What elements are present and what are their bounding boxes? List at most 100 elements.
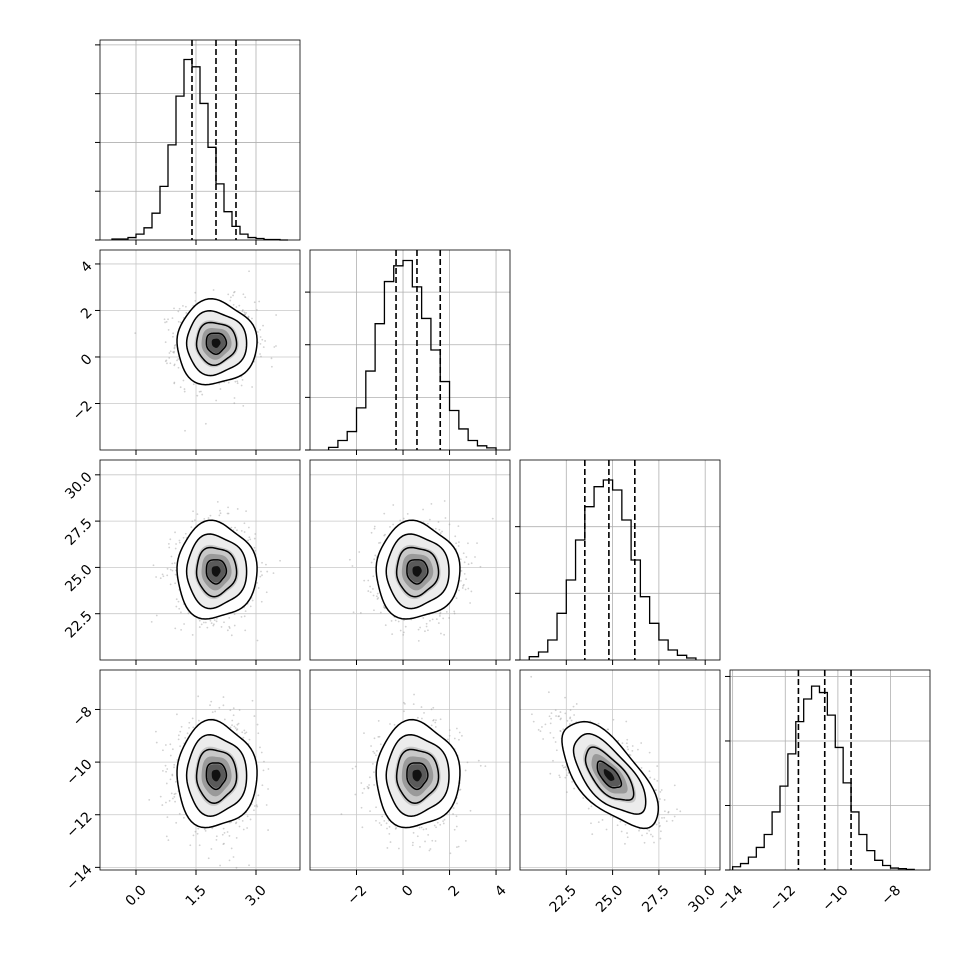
scatter-point	[253, 805, 256, 807]
scatter-point	[273, 346, 276, 348]
scatter-point	[373, 752, 376, 755]
scatter-point	[428, 849, 431, 852]
scatter-point	[256, 723, 259, 726]
scatter-point	[209, 514, 212, 517]
scatter-point	[443, 633, 446, 636]
scatter-point	[376, 598, 379, 600]
scatter-point	[234, 727, 237, 729]
scatter-point	[378, 542, 380, 544]
scatter-point	[259, 746, 261, 749]
scatter-point	[233, 402, 236, 405]
scatter-point	[242, 404, 245, 407]
panel-frame	[99, 459, 301, 661]
scatter-point	[262, 769, 265, 772]
scatter-point	[453, 612, 456, 615]
scatter-point	[192, 834, 195, 837]
contour-line	[176, 298, 258, 386]
scatter-point	[167, 328, 170, 331]
scatter-point	[376, 749, 378, 752]
scatter-point	[171, 748, 174, 751]
scatter-point	[229, 726, 232, 729]
scatter-point	[253, 537, 256, 540]
scatter-point	[197, 827, 200, 830]
scatter-point	[457, 545, 460, 547]
scatter-point	[155, 730, 157, 733]
scatter-point	[537, 728, 540, 731]
scatter-point	[457, 525, 460, 528]
scatter-point	[226, 629, 229, 632]
contour-line	[406, 762, 429, 791]
scatter-point	[213, 619, 216, 622]
scatter-point	[134, 332, 137, 335]
scatter-point	[204, 621, 207, 624]
scatter-point	[174, 531, 176, 534]
scatter-point	[358, 551, 361, 553]
panel-p2-p4	[310, 670, 510, 870]
scatter-point	[452, 813, 454, 815]
scatter-point	[389, 841, 392, 843]
scatter-point	[402, 701, 405, 704]
scatter-point	[178, 607, 181, 610]
scatter-point	[394, 827, 397, 830]
scatter-point	[359, 612, 362, 614]
scatter-point	[479, 764, 482, 767]
scatter-point	[424, 630, 426, 633]
scatter-point	[425, 828, 428, 830]
density-fill	[211, 769, 221, 782]
scatter-point	[402, 517, 405, 520]
histogram-p3	[528, 479, 697, 660]
scatter-point	[420, 706, 423, 708]
scatter-point	[230, 847, 233, 850]
scatter-point	[465, 578, 468, 581]
scatter-point	[248, 270, 250, 273]
scatter-point	[211, 711, 214, 714]
scatter-point	[233, 613, 236, 616]
scatter-point	[406, 512, 409, 515]
scatter-point	[249, 605, 252, 608]
scatter-point	[169, 583, 172, 586]
scatter-point	[171, 774, 174, 777]
scatter-point	[253, 715, 256, 717]
scatter-point	[174, 627, 177, 630]
scatter-point	[470, 590, 473, 593]
scatter-point	[590, 805, 593, 808]
scatter-point	[560, 717, 562, 720]
scatter-point	[169, 743, 172, 746]
scatter-point	[171, 562, 174, 565]
scatter-point	[246, 815, 249, 818]
scatter-point	[640, 742, 643, 744]
scatter-point	[179, 745, 182, 748]
scatter-point	[235, 729, 238, 731]
scatter-point	[228, 627, 231, 629]
scatter-point	[440, 632, 442, 635]
scatter-point	[173, 763, 176, 766]
scatter-point	[189, 844, 192, 847]
scatter-point	[667, 811, 670, 814]
scatter-point	[227, 506, 229, 509]
scatter-point	[467, 542, 469, 545]
scatter-point	[155, 741, 158, 744]
scatter-point	[390, 620, 393, 622]
scatter-point	[659, 791, 662, 793]
scatter-point	[227, 293, 230, 296]
scatter-point	[231, 724, 233, 727]
scatter-point	[148, 798, 151, 801]
scatter-point	[402, 631, 405, 634]
scatter-point	[443, 818, 446, 821]
scatter-point	[230, 634, 233, 637]
scatter-point	[165, 835, 168, 838]
scatter-point	[223, 842, 225, 845]
scatter-point	[476, 542, 478, 545]
scatter-point	[150, 620, 153, 623]
scatter-point	[377, 597, 380, 599]
scatter-point	[626, 745, 629, 748]
scatter-point	[229, 821, 231, 824]
density-fill	[211, 338, 221, 348]
scatter-point	[191, 717, 194, 720]
scatter-point	[340, 813, 343, 815]
scatter-point	[562, 766, 565, 769]
scatter-point	[233, 725, 236, 728]
scatter-point	[230, 296, 232, 299]
scatter-point	[188, 721, 191, 724]
scatter-point	[243, 615, 246, 618]
